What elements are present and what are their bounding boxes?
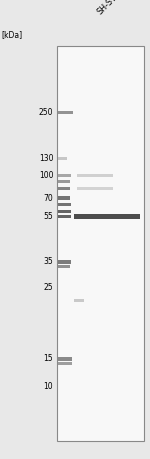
Text: 10: 10 xyxy=(44,382,53,391)
Bar xyxy=(58,260,70,263)
Bar xyxy=(58,174,70,177)
Bar xyxy=(58,209,71,213)
Text: 130: 130 xyxy=(39,154,53,163)
Text: 55: 55 xyxy=(44,212,53,221)
Bar xyxy=(58,111,73,114)
Bar xyxy=(58,215,70,218)
Bar xyxy=(58,202,70,206)
Bar xyxy=(58,157,67,160)
Bar xyxy=(74,299,84,302)
Text: [kDa]: [kDa] xyxy=(2,30,23,39)
Text: 250: 250 xyxy=(39,108,53,117)
Text: 25: 25 xyxy=(44,283,53,292)
Text: 70: 70 xyxy=(44,194,53,203)
Bar xyxy=(58,362,72,365)
Bar xyxy=(74,214,140,219)
Text: 35: 35 xyxy=(44,257,53,266)
Text: 15: 15 xyxy=(44,354,53,364)
Bar xyxy=(58,357,72,361)
Text: 100: 100 xyxy=(39,171,53,180)
Bar xyxy=(57,46,144,441)
Bar xyxy=(58,187,70,190)
Bar xyxy=(58,196,70,200)
Bar xyxy=(76,187,112,190)
Text: SH-SY5Y: SH-SY5Y xyxy=(96,0,126,16)
Bar xyxy=(58,264,70,268)
Bar xyxy=(58,180,70,183)
Bar xyxy=(76,174,112,177)
